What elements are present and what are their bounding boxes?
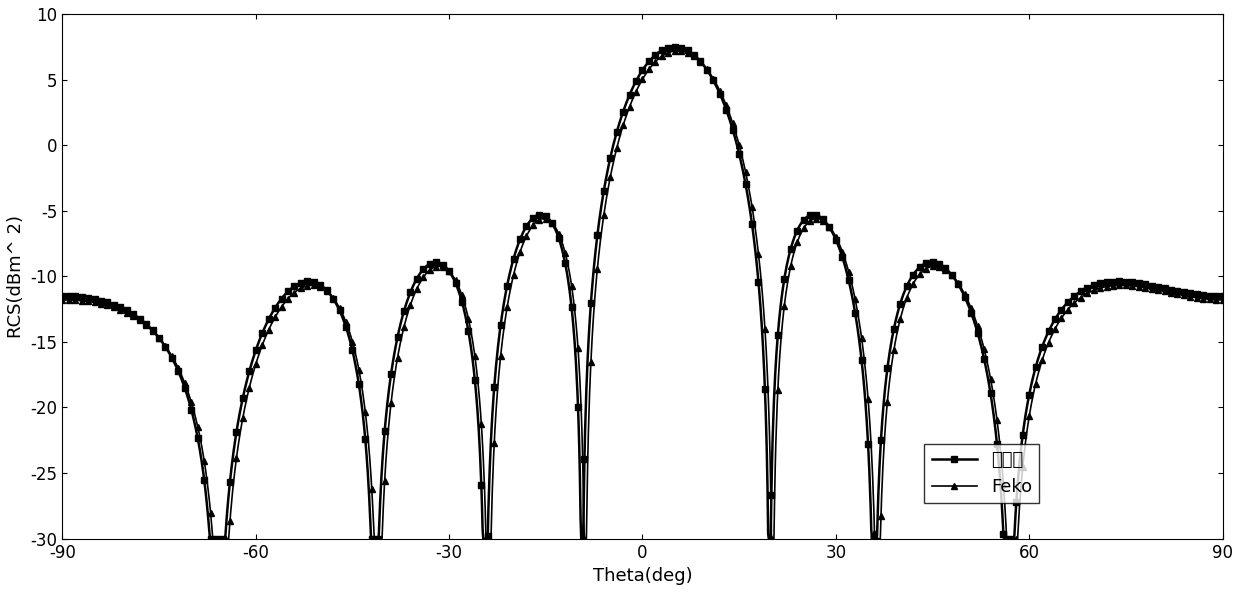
阵因子 bbox=[438, 262, 453, 269]
阵因子 bbox=[427, 259, 441, 266]
阵因子 bbox=[86, 295, 100, 303]
Feko bbox=[206, 535, 221, 542]
Feko bbox=[579, 496, 594, 503]
Line: 阵因子: 阵因子 bbox=[60, 44, 1225, 542]
阵因子 bbox=[55, 292, 69, 300]
Feko bbox=[438, 264, 453, 271]
Feko bbox=[1215, 297, 1230, 304]
Feko bbox=[671, 47, 686, 54]
Y-axis label: RCS(dBm^ 2): RCS(dBm^ 2) bbox=[7, 215, 25, 338]
Legend: 阵因子, Feko: 阵因子, Feko bbox=[924, 444, 1039, 503]
阵因子 bbox=[198, 487, 213, 494]
X-axis label: Theta(deg): Theta(deg) bbox=[593, 567, 692, 585]
阵因子 bbox=[579, 369, 594, 376]
Feko bbox=[55, 297, 69, 304]
阵因子 bbox=[202, 535, 217, 542]
阵因子 bbox=[667, 43, 682, 50]
Feko bbox=[427, 263, 441, 271]
Line: Feko: Feko bbox=[58, 47, 1226, 542]
Feko bbox=[920, 265, 935, 272]
Feko bbox=[198, 465, 213, 472]
阵因子 bbox=[1215, 292, 1230, 300]
阵因子 bbox=[920, 259, 935, 266]
Feko bbox=[86, 298, 100, 305]
